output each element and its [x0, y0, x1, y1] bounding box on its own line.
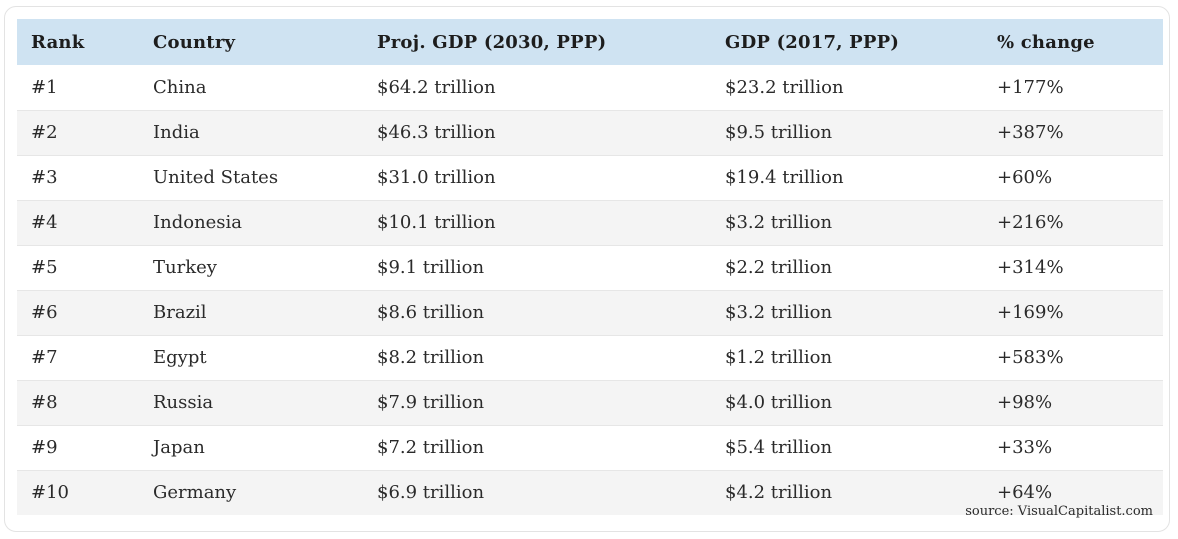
table-header: Rank Country Proj. GDP (2030, PPP) GDP (201… — [17, 19, 1163, 65]
cell-pct-change: +583% — [997, 347, 1064, 368]
cell-pct-change: +387% — [997, 122, 1064, 143]
cell-gdp-2017: $4.0 trillion — [725, 392, 833, 413]
cell-rank: #7 — [31, 347, 58, 368]
table-row: #9 Japan $7.2 trillion $5.4 trillion +33% — [17, 425, 1163, 470]
cell-pct-change: +314% — [997, 257, 1064, 278]
cell-proj-gdp-2030: $10.1 trillion — [377, 212, 496, 233]
cell-gdp-2017: $4.2 trillion — [725, 482, 833, 504]
cell-proj-gdp-2030: $9.1 trillion — [377, 257, 485, 278]
table-row: #3 United States $31.0 trillion $19.4 trill… — [17, 155, 1163, 200]
column-header-proj-gdp-2030: Proj. GDP (2030, PPP) — [377, 31, 607, 53]
cell-rank: #8 — [31, 392, 58, 413]
table-row: #1 China $64.2 trillion $23.2 trillion +177% — [17, 65, 1163, 110]
table-body: #1 China $64.2 trillion $23.2 trillion +177%… — [17, 65, 1163, 515]
cell-country: Germany — [153, 482, 237, 504]
cell-proj-gdp-2030: $46.3 trillion — [377, 122, 496, 143]
table-row: #4 Indonesia $10.1 trillion $3.2 trillion +2… — [17, 200, 1163, 245]
cell-pct-change: +33% — [997, 437, 1053, 458]
cell-pct-change: +60% — [997, 167, 1053, 188]
table-row: #6 Brazil $8.6 trillion $3.2 trillion +169% — [17, 290, 1163, 335]
gdp-table: Rank Country Proj. GDP (2030, PPP) GDP (201… — [17, 19, 1163, 515]
cell-proj-gdp-2030: $31.0 trillion — [377, 167, 496, 188]
table-card: Rank Country Proj. GDP (2030, PPP) GDP (201… — [4, 6, 1170, 532]
cell-gdp-2017: $3.2 trillion — [725, 302, 833, 323]
cell-proj-gdp-2030: $6.9 trillion — [377, 482, 485, 504]
cell-country: India — [153, 122, 200, 143]
cell-gdp-2017: $23.2 trillion — [725, 76, 844, 98]
cell-rank: #5 — [31, 257, 58, 278]
cell-pct-change: +98% — [997, 392, 1053, 413]
source-caption: source: VisualCapitalist.com — [965, 504, 1153, 519]
cell-country: China — [153, 76, 207, 98]
cell-rank: #6 — [31, 302, 58, 323]
cell-pct-change: +169% — [997, 302, 1064, 323]
table-row: #8 Russia $7.9 trillion $4.0 trillion +98% — [17, 380, 1163, 425]
cell-country: Egypt — [153, 347, 207, 368]
cell-rank: #1 — [31, 76, 58, 98]
cell-pct-change: +216% — [997, 212, 1064, 233]
cell-country: Indonesia — [153, 212, 243, 233]
cell-country: United States — [153, 167, 279, 188]
table-row: #2 India $46.3 trillion $9.5 trillion +387% — [17, 110, 1163, 155]
cell-rank: #4 — [31, 212, 58, 233]
cell-country: Russia — [153, 392, 214, 413]
cell-pct-change: +177% — [997, 76, 1064, 98]
column-header-rank: Rank — [31, 31, 85, 53]
cell-gdp-2017: $5.4 trillion — [725, 437, 833, 458]
cell-gdp-2017: $3.2 trillion — [725, 212, 833, 233]
cell-rank: #9 — [31, 437, 58, 458]
cell-rank: #10 — [31, 482, 69, 504]
header-row: Rank Country Proj. GDP (2030, PPP) GDP (201… — [17, 19, 1163, 65]
cell-rank: #2 — [31, 122, 58, 143]
cell-gdp-2017: $1.2 trillion — [725, 347, 833, 368]
cell-proj-gdp-2030: $7.9 trillion — [377, 392, 485, 413]
cell-proj-gdp-2030: $8.2 trillion — [377, 347, 485, 368]
cell-rank: #3 — [31, 167, 58, 188]
table-row: #7 Egypt $8.2 trillion $1.2 trillion +583% — [17, 335, 1163, 380]
column-header-pct-change: % change — [997, 31, 1095, 53]
cell-gdp-2017: $19.4 trillion — [725, 167, 844, 188]
cell-proj-gdp-2030: $8.6 trillion — [377, 302, 485, 323]
cell-proj-gdp-2030: $7.2 trillion — [377, 437, 485, 458]
cell-pct-change: +64% — [997, 482, 1053, 504]
cell-country: Turkey — [153, 257, 217, 278]
cell-country: Japan — [153, 437, 205, 458]
table-row: #5 Turkey $9.1 trillion $2.2 trillion +314% — [17, 245, 1163, 290]
cell-gdp-2017: $9.5 trillion — [725, 122, 833, 143]
column-header-country: Country — [153, 31, 236, 53]
column-header-gdp-2017: GDP (2017, PPP) — [725, 31, 900, 53]
cell-proj-gdp-2030: $64.2 trillion — [377, 76, 496, 98]
cell-gdp-2017: $2.2 trillion — [725, 257, 833, 278]
cell-country: Brazil — [153, 302, 207, 323]
table-row: #10 Germany $6.9 trillion $4.2 trillion +64% — [17, 470, 1163, 515]
